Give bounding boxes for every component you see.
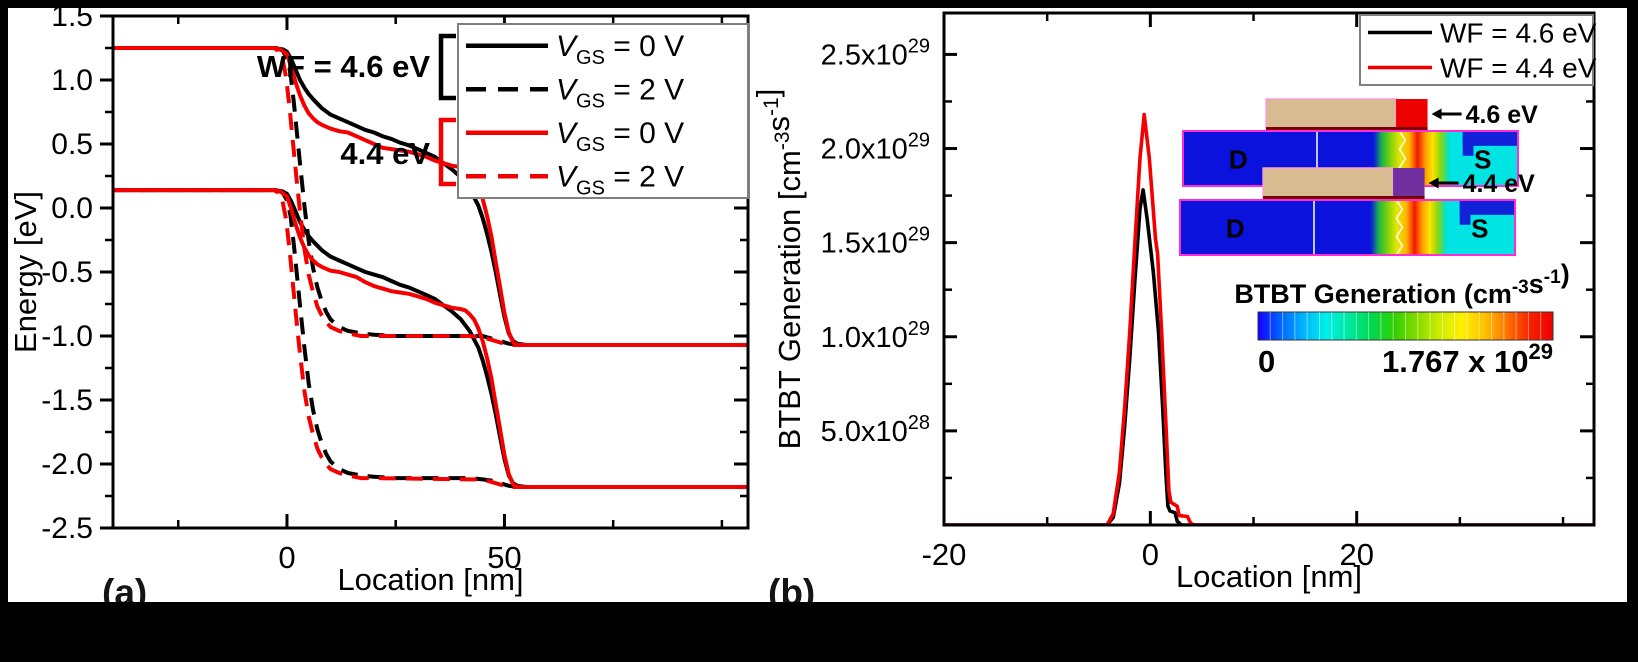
wf-value-label: 4.4 eV — [1463, 170, 1536, 198]
series-line-5 — [113, 188, 748, 489]
y-tick-label: 2.5x1029 — [821, 35, 930, 71]
y-tick-label: 0.5 — [51, 128, 93, 161]
series-line-7 — [113, 188, 748, 489]
colorbar-gradient — [1257, 311, 1554, 341]
left-black-border — [0, 0, 8, 662]
panel-b-btbt-generation-plot: -20 0 20 2.5x1029 2.0x1029 1.5x1029 1.0x1029 5.… — [750, 11, 1596, 594]
wf-4p4-bracket — [438, 117, 456, 187]
y-tick-label: 2.0x1029 — [821, 130, 930, 166]
series-line-4 — [113, 46, 748, 347]
gate-contact-block — [1396, 99, 1428, 129]
legend-entry-label: VGS = 2 V — [556, 160, 684, 199]
device-inset-4-6-eV: D S 4.6 eV — [1182, 98, 1539, 187]
legend-box — [1359, 14, 1594, 86]
top-blue-strip-notch — [1462, 131, 1474, 156]
panel-b-legend: WF = 4.6 eV WF = 4.4 eV — [1359, 14, 1597, 86]
y-tick-label: 5.0x1028 — [821, 412, 930, 448]
x-tick-label: 50 — [487, 540, 521, 575]
legend-entry-label: VGS = 0 V — [556, 117, 684, 156]
colorbar: BTBT Generation (cm-3s-1) 0 1.767 x 1029 — [1234, 259, 1569, 379]
btbt-hotspot-region — [1370, 200, 1447, 255]
y-tick-label: 1.0 — [51, 64, 93, 97]
y-tick-label: 1.5x1029 — [821, 224, 930, 260]
legend-entry-label: VGS = 2 V — [556, 73, 684, 112]
x-tick-label: 0 — [1142, 537, 1159, 572]
y-tick-label: -0.5 — [41, 256, 93, 289]
y-axis-title: BTBT Generation [cm-3s-1] — [750, 89, 807, 450]
y-tick-label: 1.0x1029 — [821, 318, 930, 354]
colorbar-title: BTBT Generation (cm-3s-1) — [1234, 259, 1569, 309]
y-tick-label: -1.0 — [41, 320, 93, 353]
series-group — [113, 46, 748, 489]
gate-contact-block — [1393, 168, 1425, 198]
y-tick-label: -2.5 — [41, 512, 93, 545]
x-tick-label: 20 — [1339, 537, 1373, 572]
gate-oxide-line — [1266, 127, 1428, 132]
series-line-1 — [944, 112, 1594, 525]
drain-label: D — [1226, 213, 1245, 243]
top-blue-strip — [1462, 131, 1518, 146]
panel-a-energy-band-diagram: 0 501.51.00.50.0-0.5-1.0-1.5-2.0-2.5Locat… — [8, 0, 750, 597]
x-axis-title: Location [nm] — [1176, 559, 1362, 594]
device-inset-4-4-eV: D S 4.4 eV — [1179, 167, 1536, 256]
wf-4p4-label: 4.4 eV — [340, 136, 430, 171]
source-label: S — [1471, 213, 1488, 243]
drain-label: D — [1229, 144, 1248, 174]
y-tick-label: 0.0 — [51, 192, 93, 225]
legend-entry-label: WF = 4.6 eV — [1440, 18, 1597, 49]
right-black-border — [1627, 0, 1638, 662]
panel-a-annotations: WF = 4.6 eV 4.4 eV — [257, 33, 456, 187]
drain-region — [1180, 200, 1371, 255]
panel-a-legend: VGS = 0 V VGS = 2 V VGS = 0 V VGS = 2 V — [457, 23, 749, 199]
top-black-border — [0, 0, 1638, 8]
gate-metal — [1262, 167, 1394, 199]
top-blue-strip-notch — [1459, 200, 1471, 225]
legend-box — [457, 23, 749, 199]
colorbar-max-label: 1.767 x 1029 — [1382, 339, 1553, 379]
wf-value-label: 4.6 eV — [1466, 101, 1539, 129]
x-tick-label: 0 — [278, 540, 295, 575]
wf-4p6-label: WF = 4.6 eV — [257, 49, 430, 84]
gate-metal — [1265, 98, 1397, 130]
series-group — [944, 112, 1594, 525]
colorbar-min-label: 0 — [1258, 344, 1275, 379]
axes-frame — [942, 11, 1596, 527]
gate-oxide-line — [1263, 196, 1425, 201]
y-tick-label: -2.0 — [41, 448, 93, 481]
y-axis-title: Energy [eV] — [8, 191, 43, 353]
x-axis-title: Location [nm] — [337, 562, 523, 597]
series-line-6 — [113, 46, 748, 347]
wf-arrow-head — [1431, 108, 1442, 120]
top-blue-strip — [1459, 200, 1515, 215]
wf-arrow-head — [1428, 177, 1439, 189]
source-label: S — [1474, 144, 1491, 174]
hotspot-contour — [1395, 199, 1404, 256]
legend-entry-label: VGS = 0 V — [556, 30, 684, 69]
legend-entry-label: WF = 4.4 eV — [1440, 53, 1597, 84]
wf-4p6-bracket — [438, 33, 456, 101]
y-tick-label: -1.5 — [41, 384, 93, 417]
x-tick-label: -20 — [922, 537, 967, 572]
bottom-black-border — [0, 602, 1638, 662]
device-outline — [1179, 199, 1516, 256]
